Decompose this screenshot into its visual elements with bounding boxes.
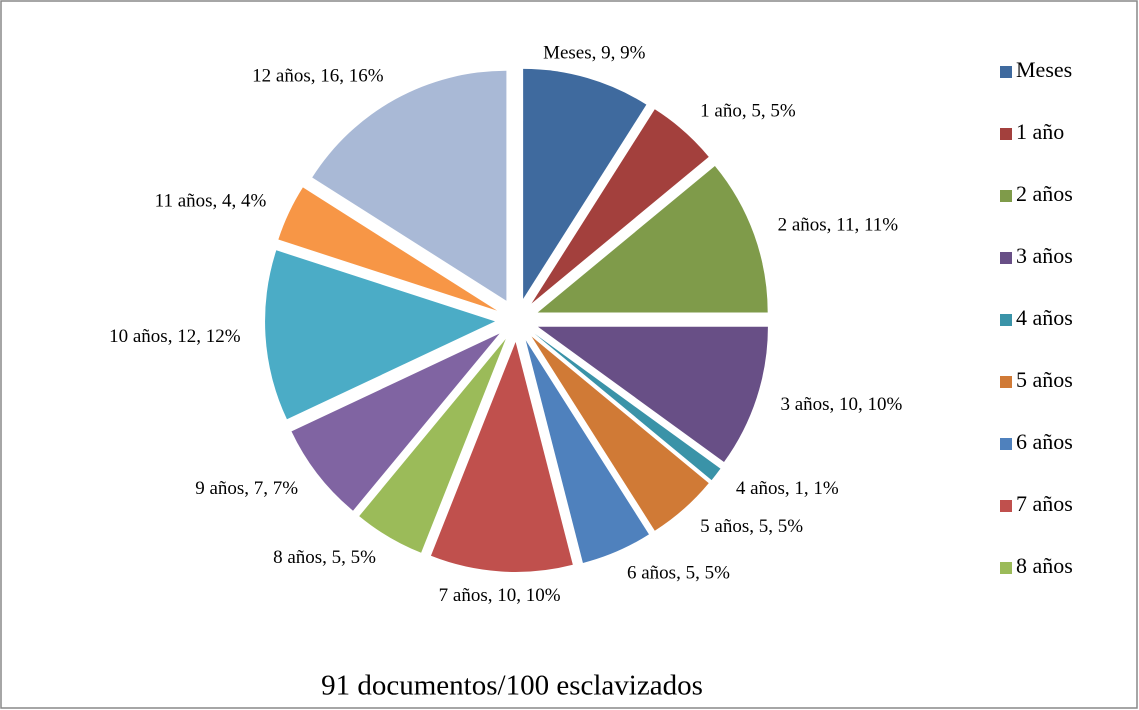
data-label: 4 años, 1, 1% bbox=[736, 478, 839, 499]
legend-label: Meses bbox=[1016, 57, 1072, 82]
legend-swatch bbox=[1000, 314, 1012, 326]
legend-swatch bbox=[1000, 128, 1012, 140]
data-label: 8 años, 5, 5% bbox=[273, 547, 376, 568]
pie-slice bbox=[312, 70, 507, 301]
data-label: 3 años, 10, 10% bbox=[780, 394, 902, 415]
pie-slice bbox=[525, 340, 649, 563]
legend-label: 3 años bbox=[1016, 243, 1073, 268]
legend-swatch bbox=[1000, 562, 1012, 574]
data-label: 12 años, 16, 16% bbox=[252, 66, 384, 87]
legend-label: 2 años bbox=[1016, 181, 1073, 206]
legend-swatch bbox=[1000, 376, 1012, 388]
data-label: 6 años, 5, 5% bbox=[627, 563, 730, 584]
legend-swatch bbox=[1000, 500, 1012, 512]
pie-slice bbox=[430, 341, 573, 572]
legend-swatch bbox=[1000, 66, 1012, 78]
pie-slice bbox=[265, 250, 496, 420]
legend-label: 7 años bbox=[1016, 491, 1073, 516]
legend-label: 8 años bbox=[1016, 553, 1073, 578]
legend-swatch bbox=[1000, 252, 1012, 264]
data-label: 9 años, 7, 7% bbox=[195, 478, 298, 499]
pie-slice bbox=[534, 333, 721, 481]
pie-slice bbox=[537, 165, 768, 313]
data-label: 1 año, 5, 5% bbox=[700, 101, 796, 122]
pie-slice bbox=[531, 109, 709, 304]
data-label: 7 años, 10, 10% bbox=[439, 585, 561, 606]
legend-label: 6 años bbox=[1016, 429, 1073, 454]
pie-slice bbox=[531, 336, 709, 531]
legend-swatch bbox=[1000, 438, 1012, 450]
data-label: 11 años, 4, 4% bbox=[155, 190, 267, 211]
pie-slice bbox=[291, 333, 500, 511]
pie-slice bbox=[537, 326, 768, 462]
data-label: 10 años, 12, 12% bbox=[109, 326, 241, 347]
legend-swatch bbox=[1000, 190, 1012, 202]
data-label: Meses, 9, 9% bbox=[543, 42, 646, 63]
pie-slice bbox=[278, 187, 498, 311]
legend-label: 4 años bbox=[1016, 305, 1073, 330]
pie-slice bbox=[359, 338, 506, 553]
legend-label: 5 años bbox=[1016, 367, 1073, 392]
pie-slice bbox=[523, 68, 647, 299]
data-label: 5 años, 5, 5% bbox=[700, 516, 803, 537]
data-label: 2 años, 11, 11% bbox=[778, 215, 899, 236]
chart-title: 91 documentos/100 esclavizados bbox=[321, 670, 703, 702]
legend-label: 1 año bbox=[1016, 119, 1064, 144]
